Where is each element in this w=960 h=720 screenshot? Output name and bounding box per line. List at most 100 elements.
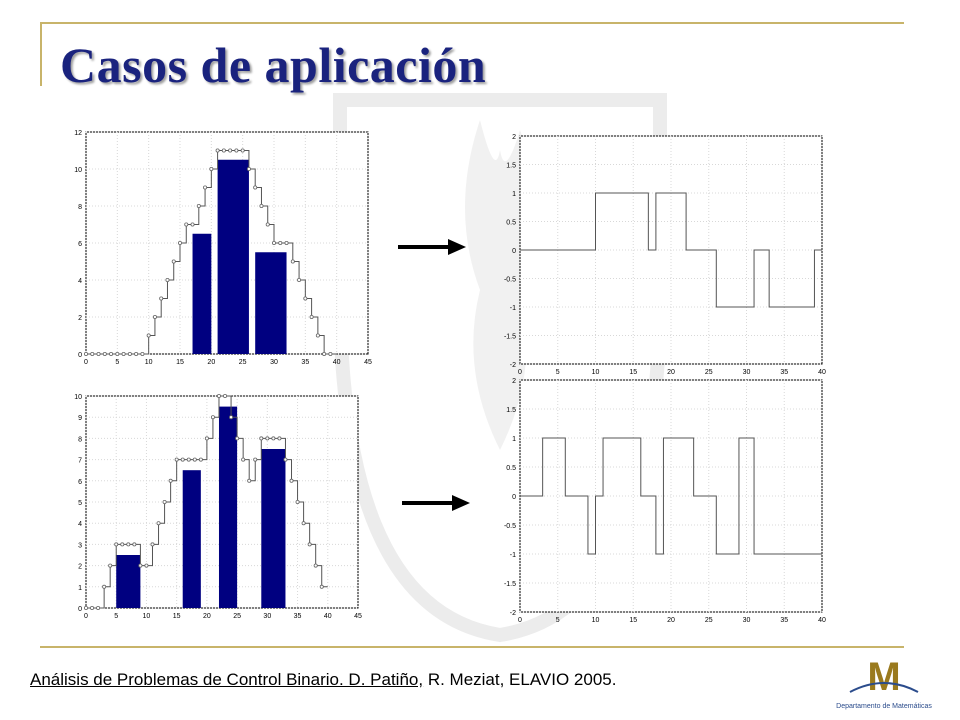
y-tick-label: 0 xyxy=(78,606,82,613)
bar xyxy=(192,233,212,354)
data-point xyxy=(134,351,139,356)
data-point xyxy=(171,259,176,264)
data-point xyxy=(290,259,295,264)
y-tick-label: -0.5 xyxy=(504,523,516,530)
x-tick-label: 35 xyxy=(294,613,302,620)
y-tick-label: 0 xyxy=(512,248,516,255)
x-tick-label: 0 xyxy=(518,617,522,624)
data-point xyxy=(221,148,226,153)
data-point xyxy=(90,351,95,356)
y-tick-label: 1 xyxy=(512,436,516,443)
data-point xyxy=(283,457,288,462)
data-point xyxy=(120,542,125,547)
data-point xyxy=(83,351,88,356)
data-point xyxy=(168,478,173,483)
step-line xyxy=(520,437,822,555)
x-tick-label: 0 xyxy=(84,359,88,366)
data-point xyxy=(174,457,179,462)
data-point xyxy=(210,415,215,420)
data-point xyxy=(253,185,258,190)
y-tick-label: 2 xyxy=(512,378,516,385)
x-tick-label: 40 xyxy=(324,613,332,620)
x-tick-label: 15 xyxy=(629,617,637,624)
y-tick-label: -1.5 xyxy=(504,581,516,588)
x-tick-label: 20 xyxy=(667,369,675,376)
stairs-line xyxy=(86,150,337,355)
x-tick-label: 45 xyxy=(364,359,372,366)
citation-link[interactable]: Análisis de Problemas de Control Binario… xyxy=(30,670,424,689)
slide-title: Casos de aplicación xyxy=(60,37,487,93)
bar xyxy=(217,159,249,354)
bar xyxy=(255,252,287,354)
data-point xyxy=(132,542,137,547)
data-point xyxy=(121,351,126,356)
x-tick-label: 10 xyxy=(592,369,600,376)
data-point xyxy=(322,351,327,356)
y-tick-label: -0.5 xyxy=(504,277,516,284)
x-tick-label: 30 xyxy=(263,613,271,620)
data-point xyxy=(127,351,132,356)
y-tick-label: 1.5 xyxy=(506,163,516,170)
data-point xyxy=(265,436,270,441)
y-tick-label: 8 xyxy=(78,436,82,443)
y-tick-label: 12 xyxy=(74,130,82,137)
y-tick-label: 2 xyxy=(512,134,516,141)
svg-text:M: M xyxy=(867,655,900,699)
data-point xyxy=(259,204,264,209)
x-tick-label: 15 xyxy=(629,369,637,376)
data-point xyxy=(215,148,220,153)
data-point xyxy=(223,393,228,398)
data-point xyxy=(271,436,276,441)
data-point xyxy=(192,457,197,462)
data-point xyxy=(178,241,183,246)
data-point xyxy=(102,351,107,356)
x-tick-label: 25 xyxy=(705,617,713,624)
x-tick-label: 20 xyxy=(207,359,215,366)
data-point xyxy=(114,542,119,547)
data-point xyxy=(138,563,143,568)
y-tick-label: 10 xyxy=(74,394,82,401)
data-point xyxy=(146,333,151,338)
department-logo: M Departamento de Matemáticas xyxy=(832,654,936,716)
x-tick-label: 15 xyxy=(173,613,181,620)
x-tick-label: 30 xyxy=(743,369,751,376)
y-tick-label: 6 xyxy=(78,241,82,248)
frame-left-rule xyxy=(40,22,42,86)
data-point xyxy=(234,148,239,153)
x-tick-label: 40 xyxy=(818,617,826,624)
x-tick-label: 35 xyxy=(301,359,309,366)
x-tick-label: 35 xyxy=(780,617,788,624)
data-point xyxy=(241,457,246,462)
step-line xyxy=(520,192,822,308)
data-point xyxy=(284,241,289,246)
data-point xyxy=(162,500,167,505)
data-point xyxy=(277,436,282,441)
data-point xyxy=(156,521,161,526)
data-point xyxy=(144,563,149,568)
data-point xyxy=(328,351,333,356)
x-tick-label: 25 xyxy=(239,359,247,366)
data-point xyxy=(246,167,251,172)
y-tick-label: -1 xyxy=(510,552,516,559)
data-point xyxy=(184,222,189,227)
x-tick-label: 5 xyxy=(556,617,560,624)
x-tick-label: 0 xyxy=(518,369,522,376)
x-tick-label: 35 xyxy=(780,369,788,376)
chart-top-left: 0 5 10 15 20 25 30 35 40 45 0 2 4 6 8 10 12 xyxy=(74,130,372,366)
data-point xyxy=(108,563,113,568)
y-tick-label: 5 xyxy=(78,500,82,507)
data-point xyxy=(228,148,233,153)
data-point xyxy=(271,241,276,246)
y-tick-label: 2 xyxy=(78,315,82,322)
data-point xyxy=(295,500,300,505)
data-point xyxy=(301,521,306,526)
data-point xyxy=(209,167,214,172)
x-tick-label: 20 xyxy=(667,617,675,624)
y-tick-label: 9 xyxy=(78,415,82,422)
x-tick-label: 15 xyxy=(176,359,184,366)
data-point xyxy=(216,393,221,398)
data-point xyxy=(159,296,164,301)
data-point xyxy=(265,222,270,227)
y-tick-label: 0 xyxy=(512,494,516,501)
y-tick-label: -1.5 xyxy=(504,334,516,341)
